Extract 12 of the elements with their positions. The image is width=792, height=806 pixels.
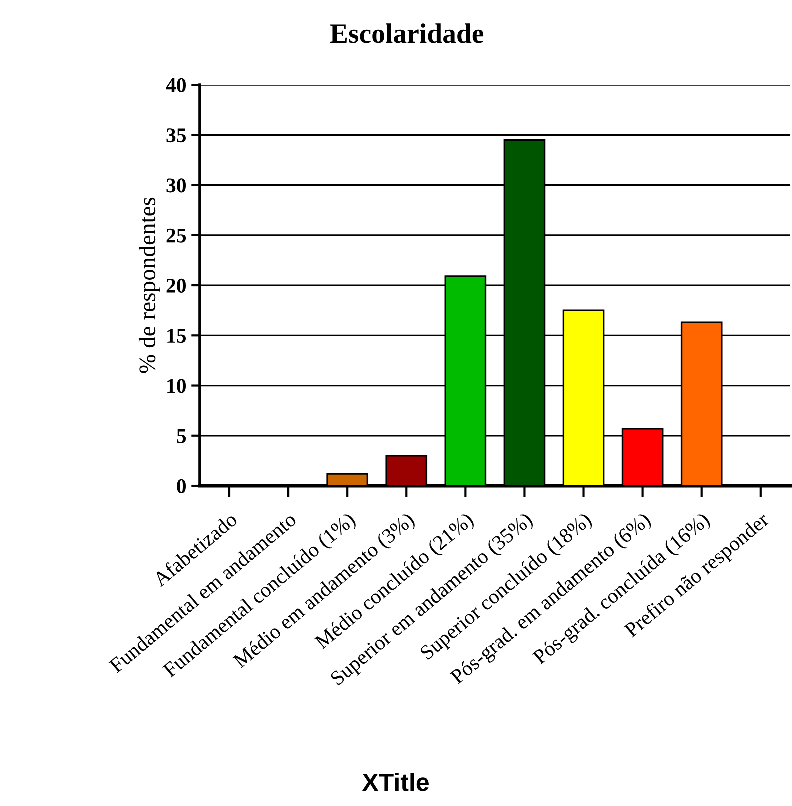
y-tick-label: 25	[166, 228, 186, 243]
y-tick-label: 35	[166, 128, 186, 143]
chart-title: Escolaridade	[330, 24, 484, 44]
y-tick-label: 40	[166, 78, 186, 92]
y-tick-label: 20	[166, 278, 186, 293]
y-tick-label: 0	[177, 479, 186, 494]
y-tick-label: 10	[168, 379, 186, 394]
y-tick-label: 15	[168, 329, 186, 344]
y-tick-label: 30	[166, 178, 186, 193]
x-axis-title: XTitle	[362, 773, 429, 792]
y-axis-title: % de respondentes	[138, 198, 160, 374]
y-tick-label: 5	[177, 429, 186, 444]
